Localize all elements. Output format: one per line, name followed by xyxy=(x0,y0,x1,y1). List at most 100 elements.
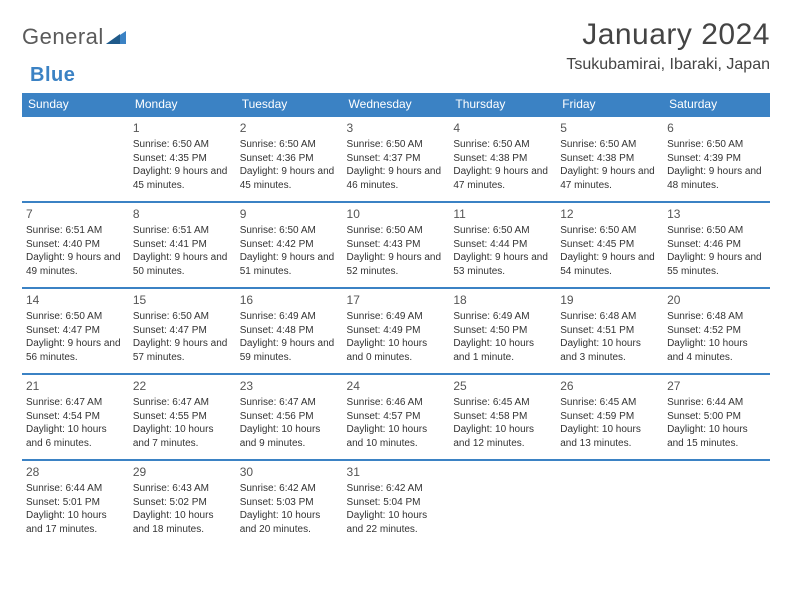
sunset-line: Sunset: 4:46 PM xyxy=(667,238,766,252)
calendar-day-cell: 13Sunrise: 6:50 AMSunset: 4:46 PMDayligh… xyxy=(663,202,770,288)
daylight-line: Daylight: 10 hours and 3 minutes. xyxy=(560,337,659,364)
calendar-day-cell: 12Sunrise: 6:50 AMSunset: 4:45 PMDayligh… xyxy=(556,202,663,288)
daylight-line: Daylight: 9 hours and 49 minutes. xyxy=(26,251,125,278)
calendar-day-cell: 15Sunrise: 6:50 AMSunset: 4:47 PMDayligh… xyxy=(129,288,236,374)
weekday-header: Tuesday xyxy=(236,93,343,116)
sunset-line: Sunset: 4:51 PM xyxy=(560,324,659,338)
calendar-day-cell: 1Sunrise: 6:50 AMSunset: 4:35 PMDaylight… xyxy=(129,116,236,202)
location-label: Tsukubamirai, Ibaraki, Japan xyxy=(566,56,770,74)
daylight-line: Daylight: 9 hours and 51 minutes. xyxy=(240,251,339,278)
sunset-line: Sunset: 4:35 PM xyxy=(133,152,232,166)
sunrise-line: Sunrise: 6:42 AM xyxy=(240,482,339,496)
daylight-line: Daylight: 9 hours and 52 minutes. xyxy=(347,251,446,278)
day-number: 9 xyxy=(240,206,339,222)
daylight-line: Daylight: 10 hours and 13 minutes. xyxy=(560,423,659,450)
sunset-line: Sunset: 4:36 PM xyxy=(240,152,339,166)
calendar-day-cell: 23Sunrise: 6:47 AMSunset: 4:56 PMDayligh… xyxy=(236,374,343,460)
daylight-line: Daylight: 10 hours and 1 minute. xyxy=(453,337,552,364)
sunset-line: Sunset: 5:04 PM xyxy=(347,496,446,510)
day-number: 19 xyxy=(560,292,659,308)
day-number: 30 xyxy=(240,464,339,480)
daylight-line: Daylight: 9 hours and 54 minutes. xyxy=(560,251,659,278)
sunrise-line: Sunrise: 6:44 AM xyxy=(667,396,766,410)
daylight-line: Daylight: 10 hours and 6 minutes. xyxy=(26,423,125,450)
calendar-day-cell: 22Sunrise: 6:47 AMSunset: 4:55 PMDayligh… xyxy=(129,374,236,460)
day-number: 15 xyxy=(133,292,232,308)
day-number: 23 xyxy=(240,378,339,394)
daylight-line: Daylight: 9 hours and 46 minutes. xyxy=(347,165,446,192)
day-number: 11 xyxy=(453,206,552,222)
calendar-day-cell: 27Sunrise: 6:44 AMSunset: 5:00 PMDayligh… xyxy=(663,374,770,460)
day-number: 8 xyxy=(133,206,232,222)
sunrise-line: Sunrise: 6:46 AM xyxy=(347,396,446,410)
sunrise-line: Sunrise: 6:45 AM xyxy=(453,396,552,410)
calendar-day-cell: 31 Sunrise: 6:42 AMSunset: 5:04 PMDayligh… xyxy=(343,460,450,546)
day-number: 13 xyxy=(667,206,766,222)
sunrise-line: Sunrise: 6:50 AM xyxy=(560,138,659,152)
day-number: 6 xyxy=(667,120,766,136)
sunrise-line: Sunrise: 6:50 AM xyxy=(667,138,766,152)
daylight-line: Daylight: 10 hours and 20 minutes. xyxy=(240,509,339,536)
weekday-header: Friday xyxy=(556,93,663,116)
sunrise-line: Sunrise: 6:51 AM xyxy=(133,224,232,238)
sunrise-line: Sunrise: 6:42 AM xyxy=(347,482,446,496)
daylight-line: Daylight: 10 hours and 22 minutes. xyxy=(347,509,446,536)
calendar-day-cell: 20Sunrise: 6:48 AMSunset: 4:52 PMDayligh… xyxy=(663,288,770,374)
sunset-line: Sunset: 4:47 PM xyxy=(133,324,232,338)
sunset-line: Sunset: 5:03 PM xyxy=(240,496,339,510)
calendar-day-cell: 30 Sunrise: 6:42 AMSunset: 5:03 PMDayligh… xyxy=(236,460,343,546)
daylight-line: Daylight: 10 hours and 10 minutes. xyxy=(347,423,446,450)
sunset-line: Sunset: 4:55 PM xyxy=(133,410,232,424)
day-number: 10 xyxy=(347,206,446,222)
calendar-week-row: 7Sunrise: 6:51 AMSunset: 4:40 PMDaylight… xyxy=(22,202,770,288)
day-number: 31 xyxy=(347,464,446,480)
sunrise-line: Sunrise: 6:50 AM xyxy=(667,224,766,238)
day-number: 24 xyxy=(347,378,446,394)
day-number: 3 xyxy=(347,120,446,136)
sunset-line: Sunset: 5:00 PM xyxy=(667,410,766,424)
sunset-line: Sunset: 4:40 PM xyxy=(26,238,125,252)
day-number: 5 xyxy=(560,120,659,136)
daylight-line: Daylight: 10 hours and 12 minutes. xyxy=(453,423,552,450)
calendar-day-cell xyxy=(22,116,129,202)
sunrise-line: Sunrise: 6:48 AM xyxy=(667,310,766,324)
calendar-day-cell xyxy=(556,460,663,546)
sunset-line: Sunset: 4:44 PM xyxy=(453,238,552,252)
logo-text-b: Blue xyxy=(30,64,75,87)
sunset-line: Sunset: 4:52 PM xyxy=(667,324,766,338)
day-number: 14 xyxy=(26,292,125,308)
weekday-header: Thursday xyxy=(449,93,556,116)
daylight-line: Daylight: 9 hours and 48 minutes. xyxy=(667,165,766,192)
daylight-line: Daylight: 9 hours and 56 minutes. xyxy=(26,337,125,364)
day-number: 18 xyxy=(453,292,552,308)
logo: General xyxy=(22,18,130,50)
calendar-day-cell: 5Sunrise: 6:50 AMSunset: 4:38 PMDaylight… xyxy=(556,116,663,202)
sunrise-line: Sunrise: 6:47 AM xyxy=(240,396,339,410)
daylight-line: Daylight: 9 hours and 50 minutes. xyxy=(133,251,232,278)
day-number: 28 xyxy=(26,464,125,480)
daylight-line: Daylight: 9 hours and 47 minutes. xyxy=(453,165,552,192)
calendar-day-cell: 2Sunrise: 6:50 AMSunset: 4:36 PMDaylight… xyxy=(236,116,343,202)
sunrise-line: Sunrise: 6:50 AM xyxy=(560,224,659,238)
sunset-line: Sunset: 4:57 PM xyxy=(347,410,446,424)
calendar-day-cell: 16Sunrise: 6:49 AMSunset: 4:48 PMDayligh… xyxy=(236,288,343,374)
day-number: 25 xyxy=(453,378,552,394)
sunset-line: Sunset: 4:48 PM xyxy=(240,324,339,338)
sunset-line: Sunset: 4:39 PM xyxy=(667,152,766,166)
calendar-day-cell: 4Sunrise: 6:50 AMSunset: 4:38 PMDaylight… xyxy=(449,116,556,202)
sunset-line: Sunset: 5:02 PM xyxy=(133,496,232,510)
sunrise-line: Sunrise: 6:50 AM xyxy=(347,138,446,152)
calendar-day-cell: 3Sunrise: 6:50 AMSunset: 4:37 PMDaylight… xyxy=(343,116,450,202)
day-number: 1 xyxy=(133,120,232,136)
sunrise-line: Sunrise: 6:50 AM xyxy=(453,224,552,238)
daylight-line: Daylight: 9 hours and 45 minutes. xyxy=(240,165,339,192)
daylight-line: Daylight: 9 hours and 47 minutes. xyxy=(560,165,659,192)
sunrise-line: Sunrise: 6:50 AM xyxy=(240,224,339,238)
day-number: 22 xyxy=(133,378,232,394)
calendar-week-row: 21Sunrise: 6:47 AMSunset: 4:54 PMDayligh… xyxy=(22,374,770,460)
calendar-day-cell: 21Sunrise: 6:47 AMSunset: 4:54 PMDayligh… xyxy=(22,374,129,460)
sunset-line: Sunset: 4:50 PM xyxy=(453,324,552,338)
calendar-day-cell: 18Sunrise: 6:49 AMSunset: 4:50 PMDayligh… xyxy=(449,288,556,374)
sunset-line: Sunset: 4:42 PM xyxy=(240,238,339,252)
day-number: 16 xyxy=(240,292,339,308)
